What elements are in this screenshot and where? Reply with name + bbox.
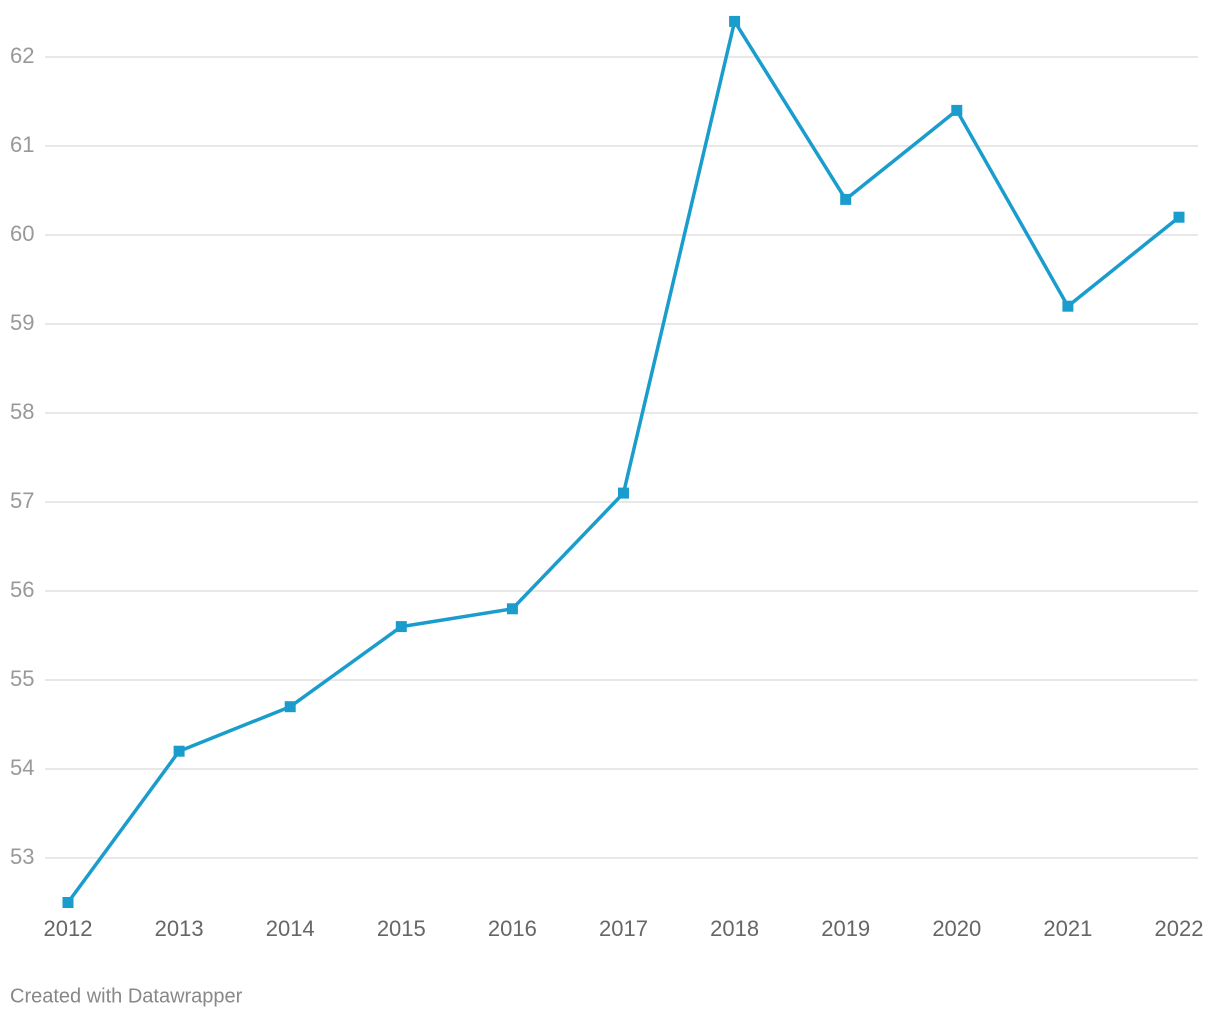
marker [173,745,185,757]
x-tick-label: 2019 [821,916,870,941]
y-tick-label: 59 [10,310,34,335]
x-tick-label: 2015 [377,916,426,941]
y-tick-label: 56 [10,577,34,602]
x-tick-label: 2014 [266,916,315,941]
marker [951,104,963,116]
x-tick-label: 2016 [488,916,537,941]
x-tick-label: 2017 [599,916,648,941]
y-tick-label: 53 [10,844,34,869]
line [66,19,1181,904]
x-tick-label: 2022 [1155,916,1204,941]
marker [506,603,518,615]
marker [62,897,74,908]
marker [1062,300,1074,312]
footer: Created with Datawrapper [10,985,243,1007]
y-tick-label: 61 [10,132,34,157]
marker [395,621,407,633]
marker [1173,211,1185,223]
y-tick-label: 57 [10,488,34,513]
marker [840,193,852,205]
x-tick-label: 2013 [155,916,204,941]
y-tick-label: 55 [10,666,34,691]
x-tick-label: 2020 [932,916,981,941]
x-tick-label: 2012 [44,916,93,941]
y-tick-label: 58 [10,399,34,424]
y-tick-label: 60 [10,221,34,246]
x-tick-label: 2018 [710,916,759,941]
marker [284,701,296,713]
y-tick-label: 62 [10,43,34,68]
x-tick-label: 2021 [1043,916,1092,941]
y-tick-label: 54 [10,755,34,780]
marker [618,487,629,499]
marker [729,15,741,27]
